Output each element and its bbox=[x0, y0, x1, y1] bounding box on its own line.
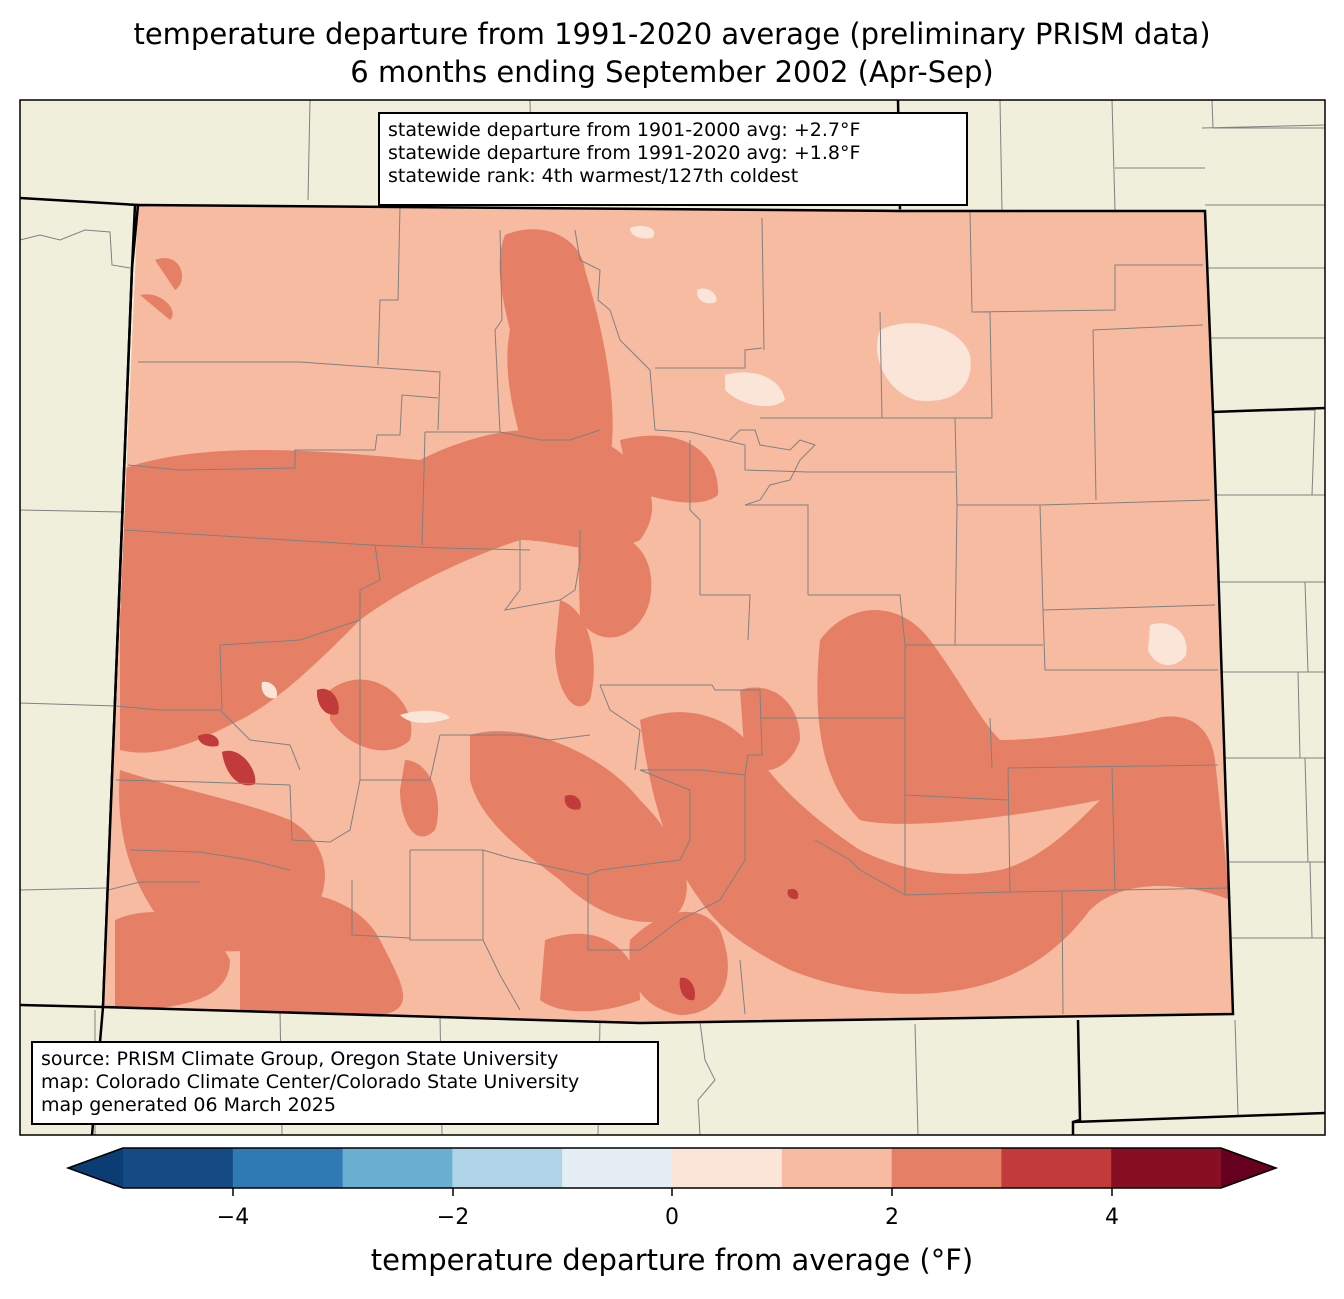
colorbar-tick-label: −2 bbox=[436, 1205, 470, 1230]
source-line: source: PRISM Climate Group, Oregon Stat… bbox=[41, 1048, 559, 1070]
stats-line-1901-2000: statewide departure from 1901-2000 avg: … bbox=[388, 119, 861, 141]
colorbar-bin bbox=[562, 1148, 673, 1188]
map-frame bbox=[19, 99, 1326, 1136]
colorbar-tick-label: 0 bbox=[665, 1205, 679, 1230]
map-subtitle: 6 months ending September 2002 (Apr-Sep) bbox=[350, 55, 994, 89]
source-credit-box: source: PRISM Climate Group, Oregon Stat… bbox=[31, 1041, 659, 1125]
colorbar-bin bbox=[1001, 1148, 1112, 1188]
colorbar-bin bbox=[232, 1148, 344, 1188]
colorbar-bin bbox=[342, 1148, 453, 1188]
neighbor-county-lines bbox=[20, 100, 1325, 1135]
colorado-border bbox=[101, 203, 1235, 1025]
colorbar-bin bbox=[781, 1148, 893, 1188]
colorbar-extend-low bbox=[68, 1148, 123, 1188]
colorbar-outline bbox=[65, 1147, 1279, 1189]
colorbar-bin bbox=[452, 1148, 563, 1188]
colorbar-label: temperature departure from average (°F) bbox=[370, 1243, 974, 1277]
stats-line-rank: statewide rank: 4th warmest/127th coldes… bbox=[388, 165, 799, 187]
colorbar-tick-label: 4 bbox=[1105, 1205, 1119, 1230]
colorbar-tick-label: −4 bbox=[216, 1205, 250, 1230]
colorado-county-lines bbox=[107, 205, 1231, 1015]
statewide-stats-box: statewide departure from 1901-2000 avg: … bbox=[378, 112, 968, 206]
map-credit-line: map: Colorado Climate Center/Colorado St… bbox=[41, 1071, 580, 1093]
colorado-temperature-field bbox=[103, 205, 1233, 1023]
colorbar-extend-high bbox=[1221, 1148, 1276, 1188]
colorbar-bin bbox=[123, 1148, 234, 1188]
colorbar bbox=[65, 1147, 1279, 1196]
metro-county-lines bbox=[729, 429, 816, 506]
map-title: temperature departure from 1991-2020 ave… bbox=[133, 17, 1211, 51]
stats-line-1991-2020: statewide departure from 1991-2020 avg: … bbox=[388, 142, 861, 164]
colorbar-bin bbox=[891, 1148, 1002, 1188]
generated-date-line: map generated 06 March 2025 bbox=[41, 1094, 336, 1116]
colorbar-bin bbox=[1111, 1148, 1222, 1188]
hot-spots bbox=[198, 688, 799, 1001]
mild-regions bbox=[261, 225, 1187, 723]
colorbar-tick-label: 2 bbox=[885, 1205, 899, 1230]
colorbar-bin bbox=[672, 1148, 783, 1188]
warm-regions bbox=[115, 229, 1230, 1015]
